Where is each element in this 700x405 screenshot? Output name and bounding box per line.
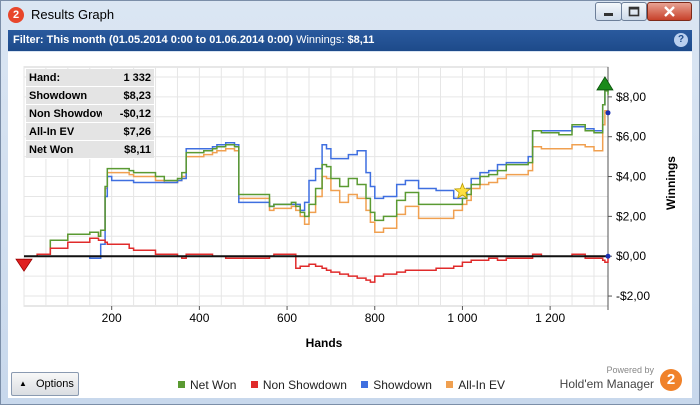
- stat-label: All-In EV: [26, 122, 102, 141]
- filter-value[interactable]: This month (01.05.2014 0:00 to 01.06.201…: [46, 34, 294, 46]
- y-tick-label: $6,00: [616, 130, 646, 144]
- stats-row: Showdown $8,23: [26, 86, 154, 105]
- chart-lines: [24, 86, 609, 283]
- legend-label: Non Showdown: [262, 378, 347, 392]
- legend-swatch: [361, 381, 369, 389]
- results-chart[interactable]: 200 400 600 800 1 000 1 200 $8,00 $6,00 $4,00 $2…: [8, 52, 692, 370]
- stat-label: Showdown: [26, 86, 102, 105]
- help-icon[interactable]: ?: [674, 33, 688, 47]
- stat-value: -$0,12: [102, 104, 154, 123]
- chart-markers: [15, 76, 614, 272]
- triangle-up-icon: ▲: [19, 379, 27, 388]
- y-tick-label: $4,00: [616, 170, 646, 184]
- series-line-showdown: [24, 86, 609, 259]
- legend-item[interactable]: Non Showdown: [250, 378, 347, 392]
- minimize-button[interactable]: [595, 2, 622, 21]
- stat-value: 1 332: [102, 69, 154, 87]
- stat-label: Net Won: [26, 140, 102, 159]
- app-icon: 2: [8, 7, 24, 23]
- stat-label: Hand:: [26, 69, 102, 87]
- legend-swatch: [250, 381, 258, 389]
- series-line-non-showdown: [24, 237, 609, 283]
- legend-label: All-In EV: [458, 378, 505, 392]
- stat-value: $7,26: [102, 122, 154, 141]
- series-line-net-won: [24, 90, 609, 257]
- x-tick-label: 1 000: [447, 311, 477, 325]
- legend-item[interactable]: All-In EV: [446, 378, 505, 392]
- maximize-icon: [628, 6, 640, 17]
- stats-row: Net Won $8,11: [26, 140, 154, 159]
- y-tick-label: -$2,00: [616, 289, 650, 303]
- legend-item[interactable]: Net Won: [178, 378, 236, 392]
- stats-panel: Hand:1 332 Showdown$8,23 Non Showdown-$0…: [26, 69, 154, 159]
- y-axis: $8,00 $6,00 $4,00 $2,00 $0,00 -$2,00: [608, 90, 650, 303]
- stats-row: All-In EV $7,26: [26, 122, 154, 141]
- x-tick-label: 600: [277, 311, 297, 325]
- minimize-icon: [604, 13, 613, 16]
- powered-by-text: Powered by: [606, 365, 654, 375]
- x-axis: 200 400 600 800 1 000 1 200: [102, 306, 565, 325]
- branding: Powered by Hold'em Manager 2: [559, 365, 682, 395]
- filter-bar: Filter: This month (01.05.2014 0:00 to 0…: [8, 30, 692, 51]
- endpoint-dot: [605, 110, 611, 116]
- options-label: Options: [36, 378, 74, 390]
- x-tick-label: 800: [365, 311, 385, 325]
- stat-value: $8,23: [102, 86, 154, 105]
- hem-logo-icon: 2: [660, 369, 682, 391]
- stats-row: Non Showdown-$0,12: [26, 104, 154, 123]
- title-bar[interactable]: 2 Results Graph: [1, 1, 699, 29]
- winnings-value: $8,11: [347, 34, 375, 46]
- legend-swatch: [446, 381, 454, 389]
- maximize-button[interactable]: [621, 2, 647, 21]
- close-button[interactable]: [647, 2, 692, 21]
- y-tick-label: $0,00: [616, 249, 646, 263]
- y-tick-label: $2,00: [616, 209, 646, 223]
- filter-label: Filter:: [13, 34, 44, 46]
- low-point-marker: [15, 258, 33, 272]
- high-point-marker: [596, 76, 614, 91]
- x-tick-label: 400: [189, 311, 209, 325]
- legend-swatch: [178, 381, 185, 389]
- stat-value: $8,11: [102, 140, 154, 159]
- chart-legend: Net Won Non Showdown Showdown All-In EV: [178, 378, 516, 392]
- stat-label: Non Showdown: [26, 104, 102, 123]
- options-button[interactable]: ▲ Options: [11, 372, 79, 396]
- brand-name: Hold'em Manager: [559, 377, 654, 391]
- legend-label: Net Won: [190, 378, 237, 392]
- x-tick-label: 200: [102, 311, 122, 325]
- y-axis-label: Winnings: [664, 156, 678, 210]
- chart-area: 200 400 600 800 1 000 1 200 $8,00 $6,00 $4,00 $2…: [8, 52, 692, 398]
- legend-item[interactable]: Showdown: [361, 378, 432, 392]
- winnings-label: Winnings:: [296, 34, 345, 46]
- star-marker: [453, 182, 471, 199]
- x-tick-label: 1 200: [535, 311, 565, 325]
- x-axis-label: Hands: [306, 336, 343, 350]
- y-tick-label: $8,00: [616, 90, 646, 104]
- endpoint-dot: [605, 253, 611, 259]
- close-icon: [664, 6, 675, 17]
- legend-label: Showdown: [373, 378, 432, 392]
- window-title: Results Graph: [31, 7, 115, 22]
- stats-row: Hand: 1 332: [26, 69, 154, 87]
